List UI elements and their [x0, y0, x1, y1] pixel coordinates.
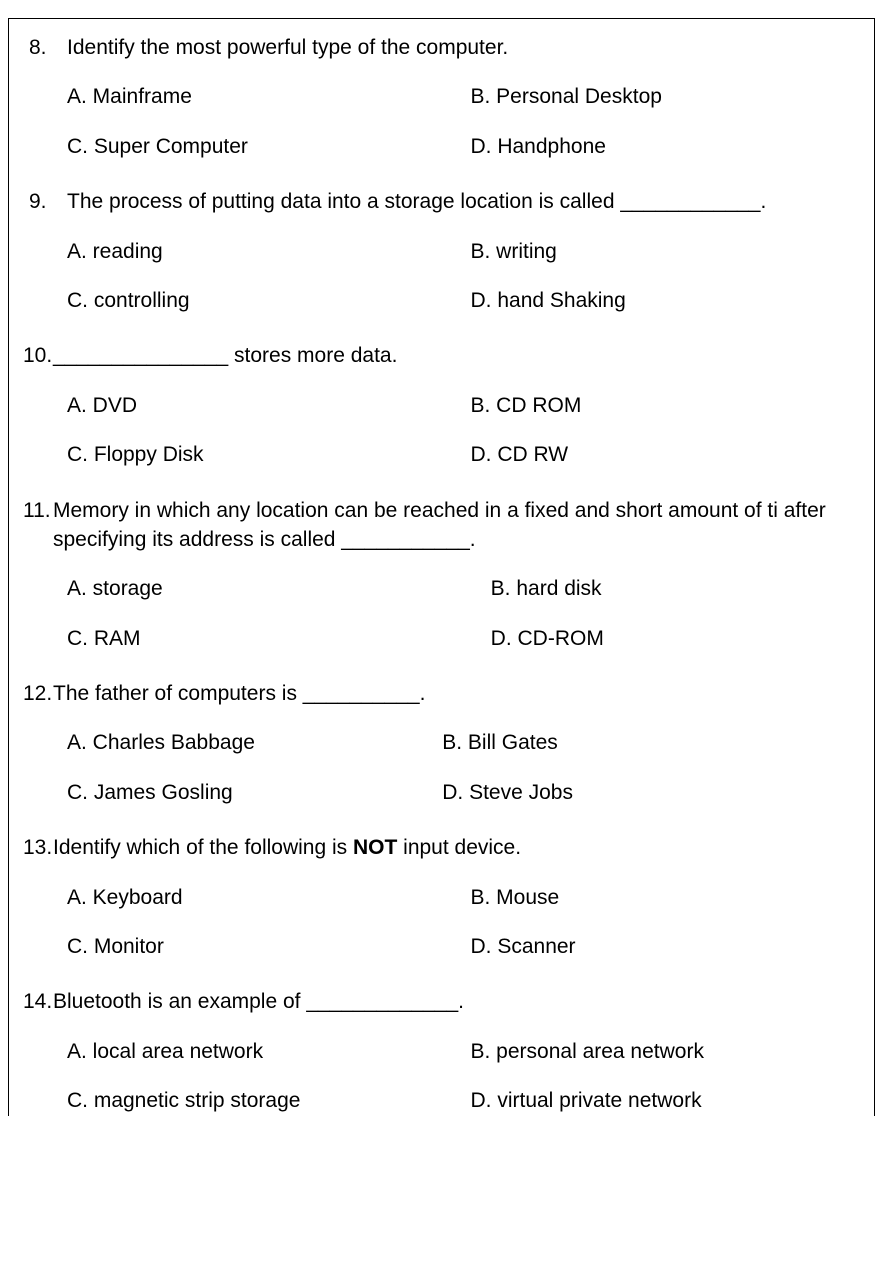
question-row: 12. The father of computers is _________…	[9, 679, 874, 708]
option-b[interactable]: B. CD ROM	[471, 391, 875, 420]
question-text: _______________ stores more data.	[53, 341, 874, 370]
option-b[interactable]: B. writing	[471, 237, 875, 266]
question-text-pre: Identify which of the following is	[53, 836, 353, 859]
option-a[interactable]: A. Charles Babbage	[67, 728, 442, 757]
question-row: 14. Bluetooth is an example of _________…	[9, 987, 874, 1016]
question-text-bold: NOT	[353, 836, 397, 859]
option-d[interactable]: D. virtual private network	[471, 1086, 875, 1115]
option-b[interactable]: B. hard disk	[491, 574, 874, 603]
option-a[interactable]: A. local area network	[67, 1037, 471, 1066]
option-d[interactable]: D. CD-ROM	[491, 624, 874, 653]
question-number: 13.	[23, 833, 53, 862]
question-number: 10.	[23, 341, 53, 370]
page-container: 8. Identify the most powerful type of th…	[8, 18, 875, 1116]
options-grid: A. DVD B. CD ROM C. Floppy Disk D. CD RW	[9, 391, 874, 470]
options-grid: A. local area network B. personal area n…	[9, 1037, 874, 1116]
question-block: 10. _______________ stores more data. A.…	[9, 341, 874, 469]
options-grid: A. Charles Babbage B. Bill Gates C. Jame…	[9, 728, 874, 807]
option-b[interactable]: B. Bill Gates	[442, 728, 874, 757]
question-text: Identify the most powerful type of the c…	[67, 33, 874, 62]
option-c[interactable]: C. James Gosling	[67, 778, 442, 807]
option-d[interactable]: D. Steve Jobs	[442, 778, 874, 807]
question-text: Identify which of the following is NOT i…	[53, 833, 874, 862]
options-grid: A. Keyboard B. Mouse C. Monitor D. Scann…	[9, 883, 874, 962]
question-text: The father of computers is __________.	[53, 679, 874, 708]
question-text: The process of putting data into a stora…	[67, 187, 874, 216]
option-c[interactable]: C. Super Computer	[67, 132, 471, 161]
options-grid: A. reading B. writing C. controlling D. …	[9, 237, 874, 316]
question-block: 14. Bluetooth is an example of _________…	[9, 987, 874, 1115]
option-c[interactable]: C. Monitor	[67, 932, 471, 961]
option-c[interactable]: C. Floppy Disk	[67, 440, 471, 469]
option-a[interactable]: A. reading	[67, 237, 471, 266]
question-number: 9.	[29, 187, 67, 216]
question-row: 11. Memory in which any location can be …	[9, 496, 874, 555]
question-number: 8.	[29, 33, 67, 62]
option-a[interactable]: A. Mainframe	[67, 82, 471, 111]
option-d[interactable]: D. hand Shaking	[471, 286, 875, 315]
question-block: 8. Identify the most powerful type of th…	[9, 19, 874, 161]
option-b[interactable]: B. Mouse	[471, 883, 875, 912]
question-text-post: input device.	[397, 836, 521, 859]
question-block: 9. The process of putting data into a st…	[9, 187, 874, 315]
question-text: Bluetooth is an example of _____________…	[53, 987, 874, 1016]
option-b[interactable]: B. personal area network	[471, 1037, 875, 1066]
options-grid: A. Mainframe B. Personal Desktop C. Supe…	[9, 82, 874, 161]
question-row: 10. _______________ stores more data.	[9, 341, 874, 370]
option-c[interactable]: C. controlling	[67, 286, 471, 315]
option-a[interactable]: A. DVD	[67, 391, 471, 420]
question-row: 9. The process of putting data into a st…	[9, 187, 874, 216]
option-d[interactable]: D. CD RW	[471, 440, 875, 469]
option-b[interactable]: B. Personal Desktop	[471, 82, 875, 111]
question-block: 12. The father of computers is _________…	[9, 679, 874, 807]
option-c[interactable]: C. magnetic strip storage	[67, 1086, 471, 1115]
options-grid: A. storage B. hard disk C. RAM D. CD-ROM	[9, 574, 874, 653]
question-number: 11.	[23, 496, 53, 525]
question-block: 13. Identify which of the following is N…	[9, 833, 874, 961]
question-number: 12.	[23, 679, 53, 708]
option-d[interactable]: D. Handphone	[471, 132, 875, 161]
question-row: 13. Identify which of the following is N…	[9, 833, 874, 862]
question-number: 14.	[23, 987, 53, 1016]
question-text: Memory in which any location can be reac…	[53, 496, 874, 555]
question-row: 8. Identify the most powerful type of th…	[9, 33, 874, 62]
option-a[interactable]: A. storage	[67, 574, 491, 603]
option-d[interactable]: D. Scanner	[471, 932, 875, 961]
question-block: 11. Memory in which any location can be …	[9, 496, 874, 654]
option-c[interactable]: C. RAM	[67, 624, 491, 653]
option-a[interactable]: A. Keyboard	[67, 883, 471, 912]
